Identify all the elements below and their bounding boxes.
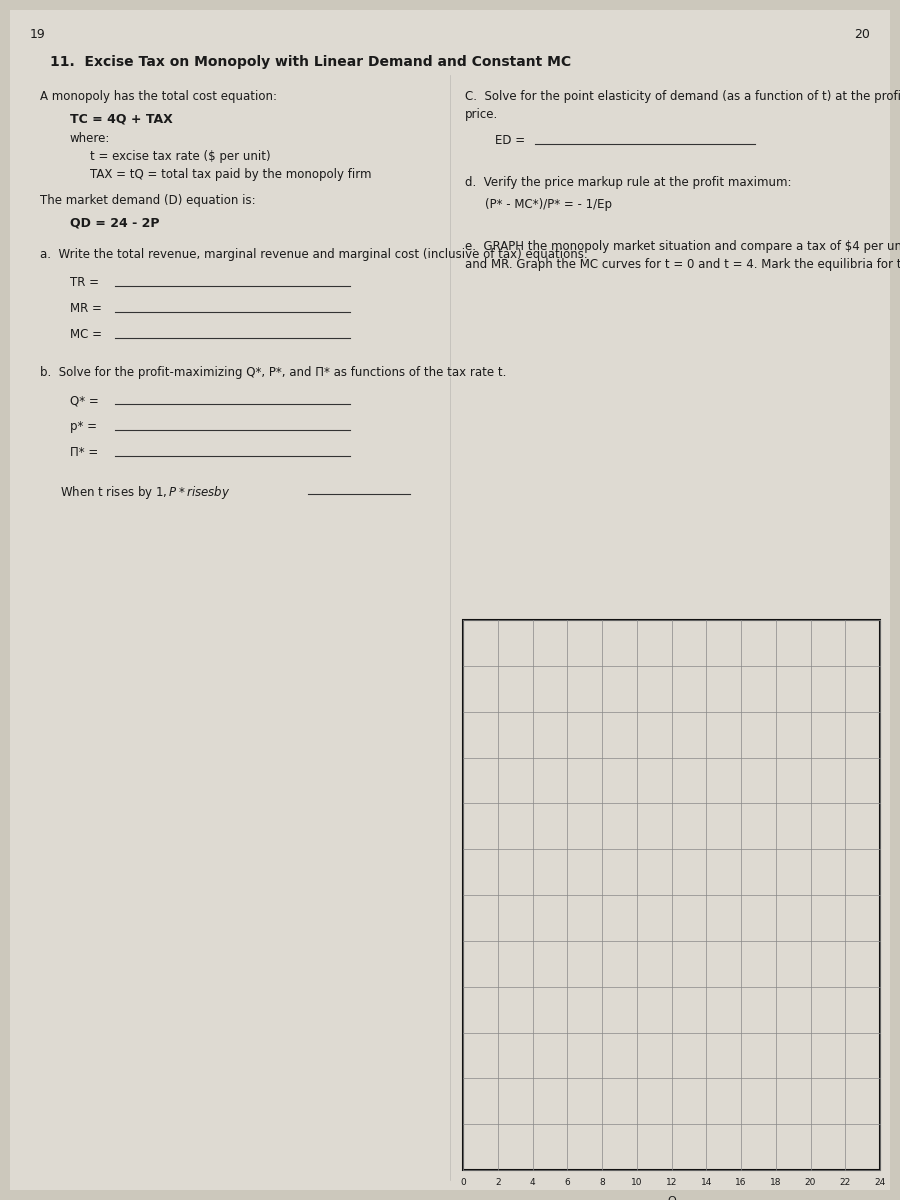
Text: 6: 6	[564, 1178, 570, 1187]
Text: 10: 10	[631, 1178, 643, 1187]
Text: MC =: MC =	[70, 328, 102, 341]
Text: MR =: MR =	[70, 302, 102, 314]
Text: (P* - MC*)/P* = - 1/Ep: (P* - MC*)/P* = - 1/Ep	[485, 198, 612, 211]
Text: ED =: ED =	[495, 134, 525, 146]
Text: 18: 18	[770, 1178, 781, 1187]
Text: p* =: p* =	[70, 420, 97, 433]
Text: QD = 24 - 2P: QD = 24 - 2P	[70, 216, 159, 229]
Text: TC = 4Q + TAX: TC = 4Q + TAX	[70, 112, 173, 125]
Text: 4: 4	[530, 1178, 536, 1187]
Text: 20: 20	[854, 28, 870, 41]
Text: d.  Verify the price markup rule at the profit maximum:: d. Verify the price markup rule at the p…	[465, 176, 791, 188]
Bar	[463, 620, 880, 1170]
Text: a.  Write the total revenue, marginal revenue and marginal cost (inclusive of ta: a. Write the total revenue, marginal rev…	[40, 248, 588, 260]
Text: 12: 12	[666, 1178, 677, 1187]
Text: 16: 16	[735, 1178, 747, 1187]
Text: where:: where:	[70, 132, 111, 145]
Text: t = excise tax rate ($ per unit): t = excise tax rate ($ per unit)	[90, 150, 271, 163]
Text: b.  Solve for the profit-maximizing Q*, P*, and Π* as functions of the tax rate : b. Solve for the profit-maximizing Q*, P…	[40, 366, 507, 379]
Text: A monopoly has the total cost equation:: A monopoly has the total cost equation:	[40, 90, 277, 103]
Text: e.  GRAPH the monopoly market situation and compare a tax of $4 per unit to the : e. GRAPH the monopoly market situation a…	[465, 240, 900, 253]
Text: Q* =: Q* =	[70, 394, 99, 407]
Text: 8: 8	[599, 1178, 605, 1187]
Text: C.  Solve for the point elasticity of demand (as a function of t) at the profit-: C. Solve for the point elasticity of dem…	[465, 90, 900, 103]
Text: TAX = tQ = total tax paid by the monopoly firm: TAX = tQ = total tax paid by the monopol…	[90, 168, 372, 181]
Text: 19: 19	[30, 28, 46, 41]
Text: 14: 14	[700, 1178, 712, 1187]
Text: price.: price.	[465, 108, 499, 121]
Text: 11.  Excise Tax on Monopoly with Linear Demand and Constant MC: 11. Excise Tax on Monopoly with Linear D…	[50, 55, 571, 68]
Text: 24: 24	[875, 1178, 886, 1187]
Text: When t rises by $1, P* rises by $: When t rises by $1, P* rises by $	[60, 484, 230, 502]
Text: and MR. Graph the MC curves for t = 0 and t = 4. Mark the equilibria for t = 0 a: and MR. Graph the MC curves for t = 0 an…	[465, 258, 900, 271]
Text: 22: 22	[840, 1178, 850, 1187]
Text: Π* =: Π* =	[70, 446, 98, 458]
Text: Q: Q	[667, 1196, 676, 1200]
Text: 2: 2	[495, 1178, 500, 1187]
Text: The market demand (D) equation is:: The market demand (D) equation is:	[40, 194, 256, 206]
Text: 20: 20	[805, 1178, 816, 1187]
Text: 0: 0	[460, 1178, 466, 1187]
Text: TR =: TR =	[70, 276, 99, 289]
